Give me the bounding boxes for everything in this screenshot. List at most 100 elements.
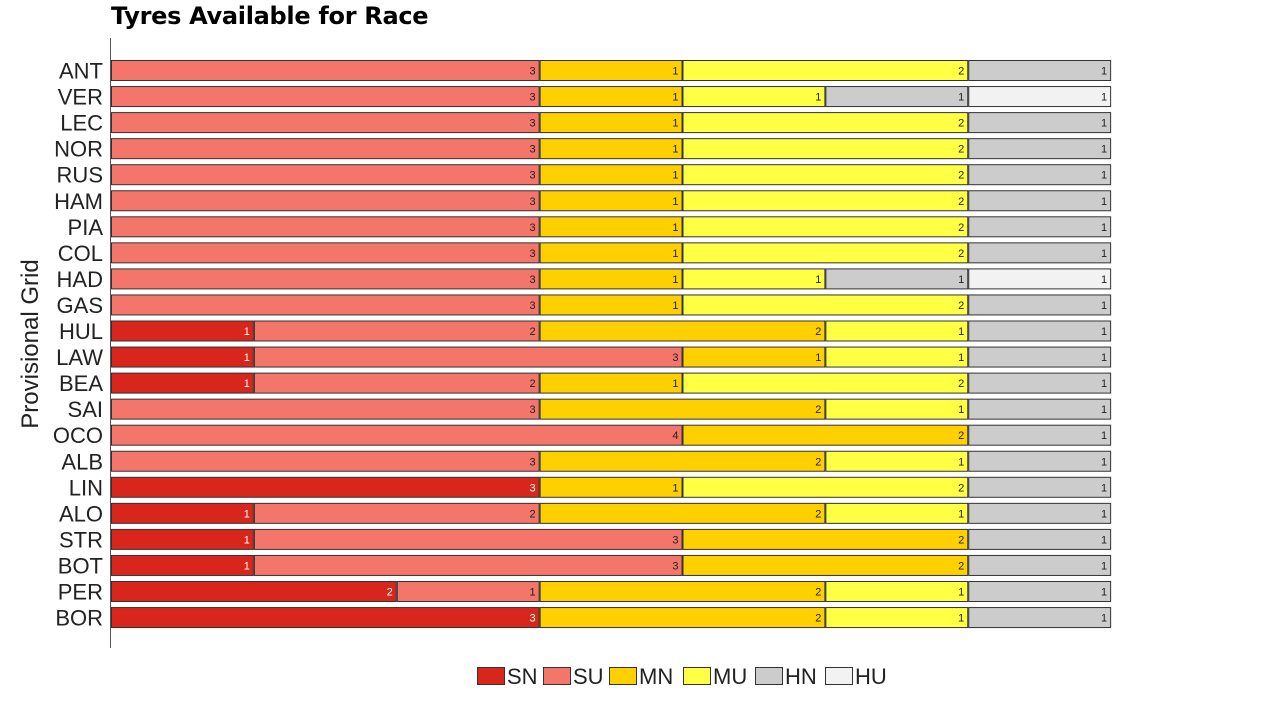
bar-segment-mn <box>539 398 826 420</box>
bar-segment-mn <box>539 86 683 108</box>
y-tick-label: LIN <box>69 475 103 500</box>
bar-segment-hn <box>968 216 1112 238</box>
bar-segment-su <box>111 242 540 264</box>
bar-segment-su <box>111 450 540 472</box>
bar-segment-su <box>253 320 540 342</box>
bar-value-label: 3 <box>530 144 536 156</box>
bar-segment-su <box>253 372 540 394</box>
bar-value-label: 2 <box>958 430 964 442</box>
bar-segment-hn <box>825 86 969 108</box>
bar-value-label: 1 <box>815 92 821 104</box>
bar-segment-mn <box>539 60 683 81</box>
bar-segment-su <box>111 86 540 108</box>
bar-segment-mu <box>825 607 969 629</box>
bar-segment-sn <box>111 554 254 576</box>
bar-segment-su <box>253 528 683 550</box>
y-tick-label: HUL <box>59 319 103 344</box>
bar-segment-hn <box>968 190 1112 212</box>
bar-value-label: 2 <box>958 378 964 390</box>
bar-segment-su <box>111 268 540 290</box>
bar-segment-hn <box>825 268 969 290</box>
bar-segment-hn <box>968 502 1112 524</box>
y-tick-label: COL <box>58 241 103 266</box>
bar-value-label: 1 <box>244 326 250 338</box>
bar-segment-mn <box>539 450 826 472</box>
y-tick-label: ANT <box>59 59 103 84</box>
bar-segment-sn <box>111 476 540 498</box>
bar-segment-su <box>111 294 540 316</box>
bar-segment-mn <box>682 424 969 446</box>
bar-segment-mn <box>539 242 683 264</box>
bar-value-label: 3 <box>672 534 678 546</box>
bar-segment-mn <box>539 607 826 629</box>
y-tick-label: NOR <box>54 137 103 162</box>
bar-segment-sn <box>111 502 254 524</box>
bar-value-label: 2 <box>815 613 821 625</box>
bar-segment-su <box>111 216 540 238</box>
bar-segment-hn <box>968 581 1112 602</box>
bar-segment-hn <box>968 164 1112 186</box>
bar-segment-hu <box>968 268 1112 290</box>
bar-value-label: 3 <box>672 352 678 364</box>
bar-value-label: 2 <box>530 326 536 338</box>
y-tick-label: HAM <box>54 189 103 214</box>
bar-value-label: 1 <box>1101 456 1107 468</box>
bar-value-label: 1 <box>1101 430 1107 442</box>
bar-value-label: 1 <box>244 534 250 546</box>
bar-value-label: 2 <box>958 248 964 260</box>
bar-segment-mu <box>682 138 969 160</box>
bar-segment-mn <box>539 502 826 524</box>
legend-swatch-hn <box>755 667 783 685</box>
bar-value-label: 1 <box>672 144 678 156</box>
y-axis-title: Provisional Grid <box>17 259 44 428</box>
bar-value-label: 1 <box>530 587 536 599</box>
bar-segment-mu <box>682 268 826 290</box>
bar-segment-mu <box>682 112 969 134</box>
bar-segment-hn <box>968 424 1112 446</box>
y-tick-label: OCO <box>53 423 103 448</box>
bar-segment-su <box>253 554 683 576</box>
bar-value-label: 2 <box>815 404 821 416</box>
bar-segment-hu <box>968 86 1112 108</box>
bar-segment-mn <box>539 112 683 134</box>
bar-segment-mu <box>682 60 969 81</box>
y-tick-label: RUS <box>57 163 103 188</box>
bar-segment-hn <box>968 398 1112 420</box>
bar-segment-mn <box>539 268 683 290</box>
bar-value-label: 1 <box>1101 587 1107 599</box>
bar-segment-hn <box>968 294 1112 316</box>
legend-label-su: SU <box>573 664 604 689</box>
legend-swatch-hu <box>825 667 853 685</box>
bar-value-label: 3 <box>530 300 536 312</box>
bar-segment-su <box>111 190 540 212</box>
bar-segment-mu <box>682 216 969 238</box>
bar-value-label: 3 <box>530 613 536 625</box>
bar-segment-mn <box>539 216 683 238</box>
bar-segment-su <box>111 424 683 446</box>
bar-segment-su <box>253 502 540 524</box>
bar-segment-hn <box>968 60 1112 81</box>
bar-value-label: 1 <box>815 274 821 286</box>
bar-value-label: 3 <box>530 222 536 234</box>
bar-value-label: 1 <box>672 170 678 182</box>
bar-value-label: 1 <box>1101 404 1107 416</box>
bar-value-label: 2 <box>958 560 964 572</box>
bar-segment-su <box>111 138 540 160</box>
bar-segment-mn <box>539 190 683 212</box>
bar-segment-hn <box>968 554 1112 576</box>
y-tick-label: LAW <box>56 345 103 370</box>
legend-swatch-mn <box>609 667 637 685</box>
bar-value-label: 1 <box>1101 92 1107 104</box>
bar-value-label: 1 <box>1101 534 1107 546</box>
bar-value-label: 1 <box>958 613 964 625</box>
bar-value-label: 1 <box>958 352 964 364</box>
bar-value-label: 2 <box>815 326 821 338</box>
bar-value-label: 2 <box>958 222 964 234</box>
y-tick-label: STR <box>59 527 103 552</box>
bar-segment-mu <box>825 581 969 602</box>
bar-segment-su <box>111 112 540 134</box>
bar-value-label: 2 <box>958 534 964 546</box>
y-tick-label: HAD <box>57 267 103 292</box>
bar-value-label: 1 <box>1101 560 1107 572</box>
